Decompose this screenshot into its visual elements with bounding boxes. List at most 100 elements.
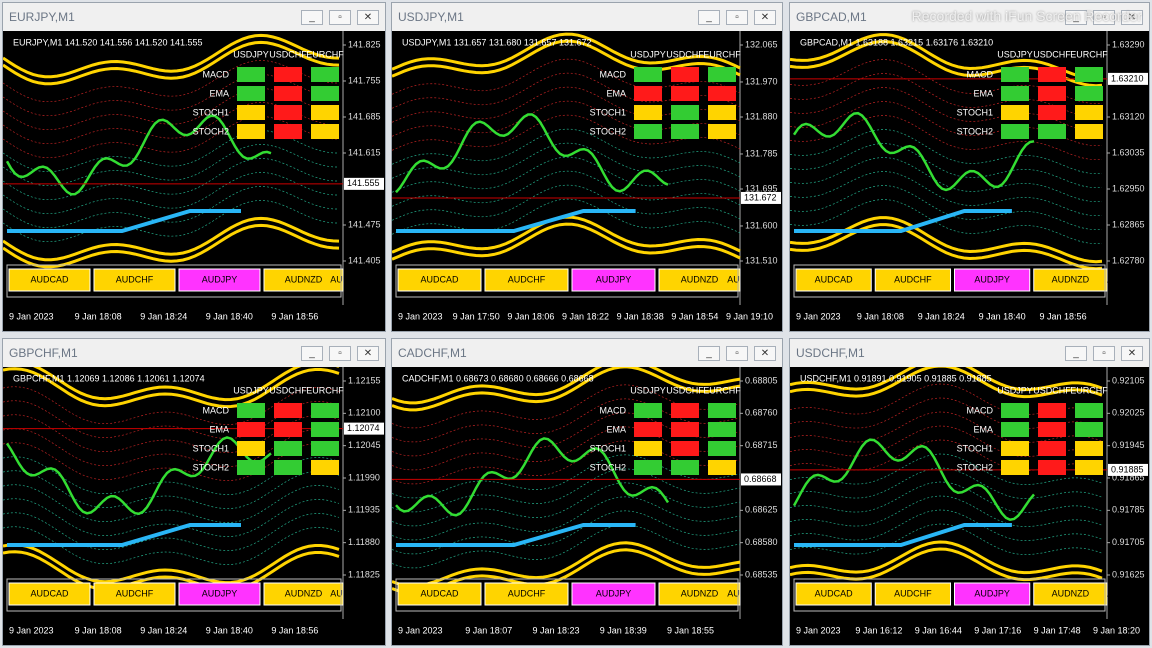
symbol-button[interactable]	[1033, 268, 1108, 292]
signal-row-label: STOCH2	[590, 462, 626, 472]
symbol-button[interactable]	[8, 582, 91, 606]
window-button[interactable]: ▫	[1093, 10, 1115, 25]
symbol-button[interactable]	[93, 268, 176, 292]
band	[3, 400, 340, 439]
price-tick-label: 131.880	[745, 111, 778, 121]
symbol-button-label: AUDJPY	[596, 274, 632, 284]
symbol-button[interactable]	[8, 268, 91, 292]
time-label: 9 Jan 18:22	[562, 311, 609, 321]
window-button[interactable]: ✕	[357, 346, 379, 361]
chart-window: GBPCAD,M1 _ ▫ ✕ 1.63290 1.63120 1.63035 1.62950…	[789, 2, 1150, 332]
current-price-box	[741, 473, 781, 486]
symbol-button-label: AUDNZD	[681, 588, 719, 598]
symbol-button[interactable]	[571, 582, 656, 606]
symbol-button[interactable]	[954, 268, 1031, 292]
symbol-button[interactable]	[954, 582, 1031, 606]
current-price: 141.555	[347, 178, 380, 188]
symbol-button-label: AUDJPY	[974, 274, 1010, 284]
envelope	[3, 216, 340, 262]
window-button[interactable]: _	[1065, 346, 1087, 361]
symbol-button[interactable]	[484, 582, 569, 606]
window-button[interactable]: _	[1065, 10, 1087, 25]
window-button[interactable]: ✕	[1121, 346, 1143, 361]
signal-cell	[1038, 403, 1066, 418]
time-label: 9 Jan 19:10	[726, 311, 773, 321]
window-button[interactable]: _	[301, 346, 323, 361]
window-button[interactable]: ▫	[726, 346, 748, 361]
window-button[interactable]: ✕	[754, 346, 776, 361]
symbol-button[interactable]	[874, 582, 951, 606]
time-label: 9 Jan 18:20	[1093, 625, 1140, 635]
window-button[interactable]: ✕	[754, 10, 776, 25]
window-button[interactable]: ▫	[329, 10, 351, 25]
window-button[interactable]: ✕	[1121, 10, 1143, 25]
symbol-button-label: AUDCAD	[30, 588, 69, 598]
signal-cell	[274, 441, 302, 456]
band	[790, 199, 1103, 245]
signal-cell	[1075, 86, 1103, 101]
stop-line	[794, 209, 1012, 233]
chart-area: 132.065131.970131.880131.785131.695131.6…	[392, 31, 782, 331]
signal-column: EURCHF	[703, 49, 741, 59]
price-tick-label: 0.68625	[745, 505, 778, 515]
symbol-button[interactable]	[571, 268, 656, 292]
title-bar: GBPCAD,M1 _ ▫ ✕	[790, 3, 1149, 31]
signal-cell	[311, 460, 339, 475]
signal-row-label: MACD	[967, 69, 994, 79]
signal-cell	[1001, 422, 1029, 437]
signal-cell	[634, 67, 662, 82]
window-button[interactable]: _	[698, 346, 720, 361]
envelope	[3, 223, 340, 269]
chart-area: 1.63290 1.63120 1.63035 1.62950 1.62865 1.627…	[790, 31, 1149, 331]
signal-column: EURCHF	[1070, 49, 1108, 59]
symbol-button[interactable]	[484, 268, 569, 292]
price-tick-label: 0.68760	[745, 408, 778, 418]
symbol-button[interactable]	[263, 582, 344, 606]
window-button[interactable]: ✕	[357, 10, 379, 25]
window-button[interactable]: ▫	[726, 10, 748, 25]
time-label: 9 Jan 18:23	[532, 625, 579, 635]
price-tick-label: 0.68805	[745, 375, 778, 385]
title-bar: USDJPY,M1 _ ▫ ✕	[392, 3, 782, 31]
window-button[interactable]: ▫	[1093, 346, 1115, 361]
signal-cell	[634, 441, 662, 456]
title-bar: USDCHF,M1 _ ▫ ✕	[790, 339, 1149, 367]
signal-cell	[1001, 403, 1029, 418]
window-button[interactable]: ▫	[329, 346, 351, 361]
signal-cell	[274, 67, 302, 82]
symbol-button-label: AUDUS	[727, 274, 759, 284]
time-label: 9 Jan 18:40	[206, 311, 253, 321]
chart-window: CADCHF,M1 _ ▫ ✕ 0.68805 0.68760 0.68715 0.68625…	[391, 338, 783, 646]
symbol-button[interactable]	[397, 268, 482, 292]
band	[392, 524, 741, 569]
symbol-button[interactable]	[1033, 582, 1108, 606]
symbol-button-label: AUDUS	[727, 588, 759, 598]
signal-cell	[1038, 105, 1066, 120]
signal-cell	[1001, 124, 1029, 139]
chart-window: EURJPY,M1 _ ▫ ✕ 141.825 141.755 141.685 141.615…	[2, 2, 386, 332]
symbol-button[interactable]	[263, 268, 344, 292]
symbol-button[interactable]	[178, 268, 261, 292]
symbol-button[interactable]	[795, 268, 872, 292]
symbol-button[interactable]	[658, 582, 741, 606]
symbol-button[interactable]	[874, 268, 951, 292]
symbol-button[interactable]	[178, 582, 261, 606]
symbol-button-label: AUDUS	[330, 274, 362, 284]
signal-cell	[1075, 460, 1103, 475]
signal-cell	[1001, 460, 1029, 475]
title-bar: EURJPY,M1 _ ▫ ✕	[3, 3, 385, 31]
signal-cell	[274, 105, 302, 120]
symbol-button[interactable]	[658, 268, 741, 292]
band	[3, 172, 340, 215]
signal-cell	[1075, 105, 1103, 120]
symbol-button[interactable]	[795, 582, 872, 606]
current-price: 0.68668	[744, 474, 777, 484]
symbol-button-label: AUDCAD	[815, 274, 854, 284]
window-button[interactable]: _	[301, 10, 323, 25]
symbol-button[interactable]	[93, 582, 176, 606]
stop-line	[794, 523, 1012, 547]
window-button[interactable]: _	[698, 10, 720, 25]
symbol-button[interactable]	[397, 582, 482, 606]
time-label: 9 Jan 18:24	[918, 311, 965, 321]
signal-column: USDJPY	[997, 385, 1033, 395]
